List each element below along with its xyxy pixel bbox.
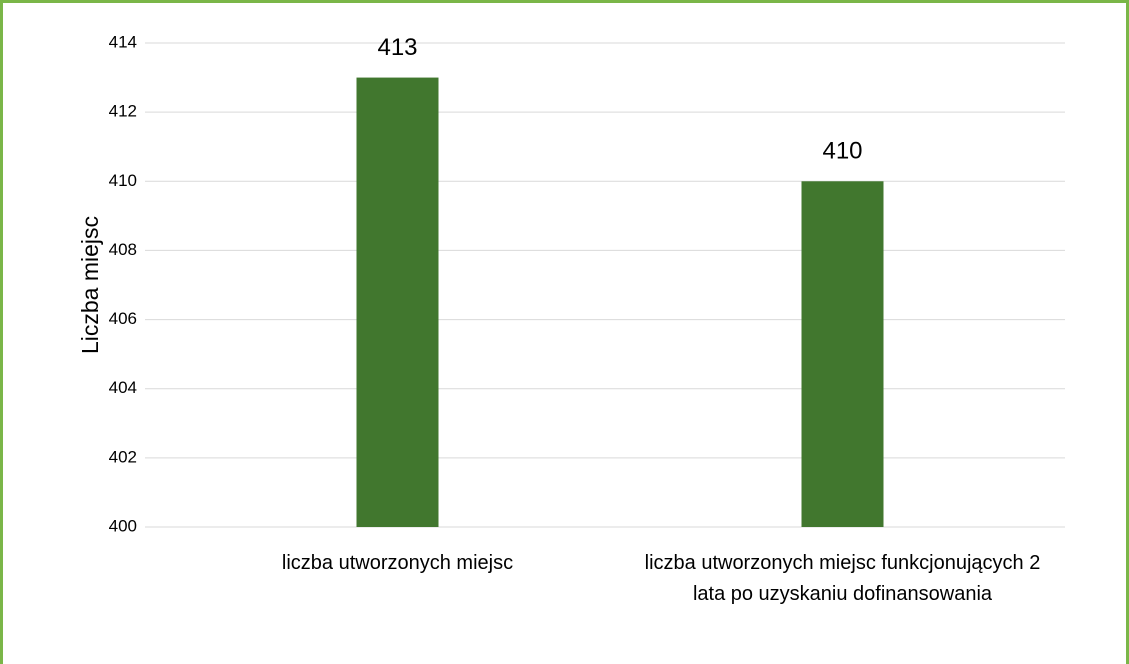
x-tick-label: liczba utworzonych miejsc funkcjonującyc… [644,552,1041,605]
data-label: 410 [822,138,862,165]
y-tick-label: 414 [109,32,137,51]
y-tick-label: 402 [109,447,137,466]
y-tick-label: 400 [109,516,137,535]
y-tick-label: 406 [109,309,137,328]
x-tick-label: liczba utworzonych miejsc [281,552,514,574]
data-label: 413 [377,34,417,61]
y-tick-label: 408 [109,240,137,259]
y-tick-label: 410 [109,171,137,190]
y-axis-title: Liczba miejsc [77,216,103,354]
bar [801,181,884,528]
y-tick-label: 412 [109,102,137,121]
bar [356,77,439,528]
y-tick-label: 404 [109,378,137,397]
